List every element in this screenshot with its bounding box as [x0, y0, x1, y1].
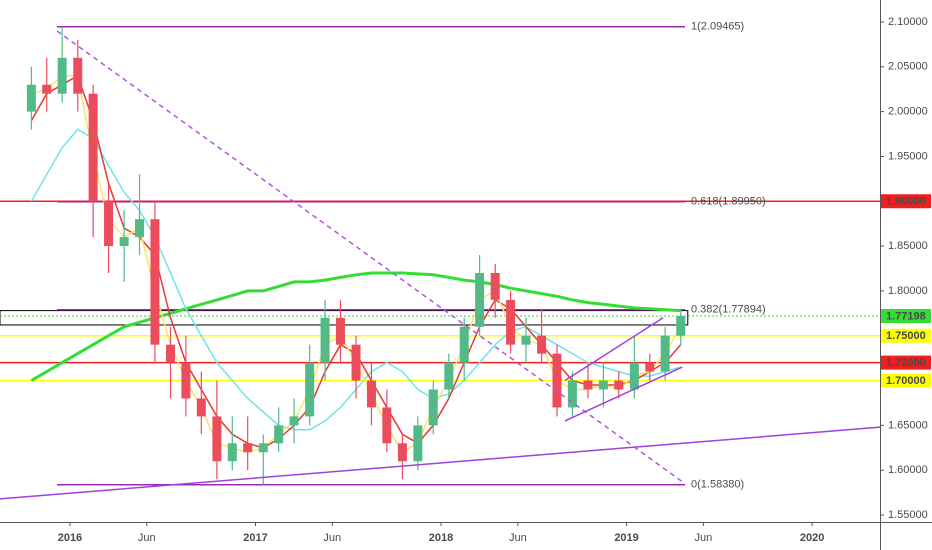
y-tick-label: 2.05000 — [888, 61, 928, 73]
candle-body — [629, 362, 639, 390]
price-tag — [881, 373, 931, 388]
x-tick-label: Jun — [694, 532, 712, 544]
fib-label: 0.382(1.77894) — [691, 304, 766, 316]
x-tick-label: 2020 — [800, 532, 824, 544]
y-tick-label: 2.10000 — [888, 16, 928, 28]
candle-body — [444, 362, 454, 390]
candle-body — [413, 425, 423, 462]
candle-body — [135, 219, 145, 238]
candle-body — [335, 317, 345, 345]
candle-body — [459, 326, 469, 363]
candle-body — [567, 380, 577, 408]
trendline — [564, 366, 683, 422]
trendline — [564, 317, 664, 382]
candle-body — [614, 380, 624, 390]
candle-body — [119, 237, 129, 247]
price-tag-label: 1.70000 — [886, 375, 926, 387]
candle-body — [181, 362, 191, 399]
plot-area: 1(2.09465) 0.618(1.89950) 0.382(1.77894) 0(… — [0, 21, 880, 500]
candle-body — [382, 407, 392, 444]
y-tick-label: 1.95000 — [888, 150, 928, 162]
x-tick-label: 2017 — [243, 532, 267, 544]
candle-body — [227, 443, 237, 462]
candle-body — [475, 272, 485, 327]
y-tick-label: 1.85000 — [888, 240, 928, 252]
trendline — [56, 30, 686, 485]
candle-body — [258, 443, 268, 453]
candle-body — [320, 317, 330, 363]
candle-body — [490, 272, 500, 300]
candle-body — [212, 416, 222, 462]
candle-body — [537, 335, 547, 354]
candle-body — [57, 57, 67, 94]
fib-label: 0(1.58380) — [691, 479, 744, 491]
price-tag-label: 1.72000 — [886, 357, 926, 369]
candle-body — [552, 353, 562, 408]
candle-body — [166, 344, 176, 363]
candle-body — [676, 316, 686, 336]
price-tag — [881, 355, 931, 370]
moving-average — [30, 271, 681, 382]
y-tick-label: 2.00000 — [888, 106, 928, 118]
price-tag — [881, 309, 931, 324]
candle-body — [351, 344, 361, 381]
trendline — [0, 426, 880, 500]
x-tick-label: 2016 — [58, 532, 82, 544]
candle-body — [583, 380, 593, 390]
x-tick-label: 2019 — [614, 532, 638, 544]
candle-body — [243, 443, 253, 453]
y-tick-label: 1.60000 — [888, 464, 928, 476]
candle-body — [521, 335, 531, 345]
candle-body — [104, 201, 114, 247]
price-tag-label: 1.90000 — [886, 196, 926, 208]
candle-body — [506, 299, 516, 345]
candle-body — [289, 416, 299, 426]
candle-body — [274, 425, 284, 444]
candle-body — [660, 335, 670, 372]
candle-body — [305, 362, 315, 417]
price-tag-label: 1.75000 — [886, 330, 926, 342]
y-tick-label: 1.55000 — [888, 509, 928, 521]
price-tag — [881, 328, 931, 343]
y-tick-label: 1.80000 — [888, 285, 928, 297]
candle-body — [397, 443, 407, 462]
price-tag-label: 1.77198 — [886, 310, 926, 322]
candle-body — [428, 389, 438, 426]
candle-body — [366, 380, 376, 408]
candle-body — [196, 398, 206, 417]
fib-label: 0.618(1.89950) — [691, 196, 766, 208]
candle-body — [645, 362, 655, 372]
x-tick-label: Jun — [323, 532, 341, 544]
candle-body — [88, 93, 98, 202]
x-tick-label: Jun — [509, 532, 527, 544]
candle-body — [42, 84, 52, 94]
y-tick-label: 1.65000 — [888, 419, 928, 431]
candle-body — [150, 219, 160, 345]
fib-label: 1(2.09465) — [691, 21, 744, 33]
candle-body — [26, 84, 36, 112]
x-tick-label: 2018 — [429, 532, 453, 544]
x-tick-label: Jun — [138, 532, 156, 544]
price-tag — [881, 194, 931, 209]
candle-body — [73, 57, 83, 94]
candle-body — [598, 380, 608, 390]
